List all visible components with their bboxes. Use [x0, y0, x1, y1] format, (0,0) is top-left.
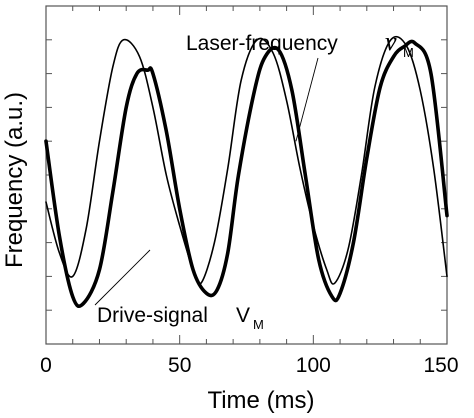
- annotation-laser-leader: [295, 57, 319, 142]
- annotation-laser-frequency: Laser-frequency ν M: [186, 27, 414, 60]
- x-axis-title: Time (ms): [207, 387, 314, 414]
- x-tick-label-3: 150: [423, 354, 458, 377]
- annotation-drive-leader: [94, 249, 151, 306]
- y-axis-title: Frequency (a.u.): [1, 92, 28, 268]
- annotation-drive-symbol: V: [236, 304, 250, 327]
- annotation-drive-signal: Drive-signal V M: [97, 304, 264, 332]
- series-line-drive-signal: [44, 39, 449, 309]
- series-line-laser-frequency: [45, 35, 448, 286]
- annotation-drive-text: Drive-signal: [97, 304, 208, 327]
- x-tick-label-2: 100: [296, 354, 331, 377]
- annotation-laser-symbol: ν: [385, 27, 397, 56]
- annotation-laser-text: Laser-frequency: [186, 32, 338, 55]
- annotation-drive-subscript: M: [253, 317, 264, 332]
- x-tick-label-0: 0: [40, 354, 52, 377]
- annotation-laser-subscript: M: [403, 45, 414, 60]
- x-tick-label-1: 50: [168, 354, 191, 377]
